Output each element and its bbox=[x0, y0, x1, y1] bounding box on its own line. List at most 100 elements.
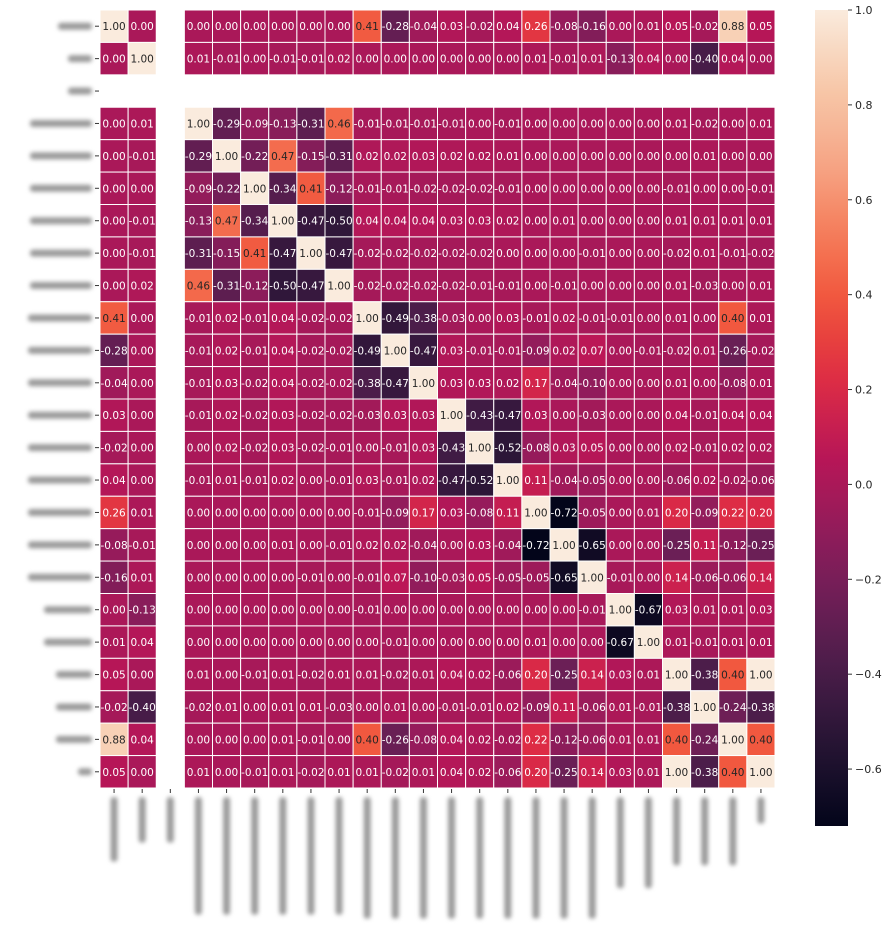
heatmap-cell bbox=[268, 495, 298, 530]
heatmap-cell bbox=[240, 41, 270, 76]
heatmap-cell bbox=[690, 366, 720, 400]
cell-value-label: 0.00 bbox=[271, 605, 294, 617]
heatmap-cell bbox=[437, 301, 467, 335]
cell-value-label: -0.02 bbox=[466, 248, 493, 260]
cell-value-label: -0.13 bbox=[185, 216, 212, 228]
cell-value-label: 0.00 bbox=[327, 637, 350, 649]
cell-value-label: 0.00 bbox=[440, 605, 463, 617]
cell-value-label: -0.02 bbox=[410, 183, 437, 195]
cell-value-label: -0.01 bbox=[185, 410, 212, 422]
heatmap-cell bbox=[493, 9, 523, 43]
heatmap-cell bbox=[493, 755, 523, 789]
cell-value-label: 0.02 bbox=[355, 540, 378, 552]
cell-value-label: 0.04 bbox=[721, 410, 745, 422]
cell-value-label: 0.00 bbox=[299, 540, 322, 552]
heatmap-cell bbox=[99, 495, 129, 530]
cell-value-label: -0.08 bbox=[100, 540, 127, 552]
heatmap-cell bbox=[549, 528, 579, 562]
heatmap-cell bbox=[127, 528, 157, 562]
cell-value-label: 0.00 bbox=[243, 702, 266, 714]
heatmap-cell bbox=[240, 398, 270, 432]
heatmap-cell bbox=[633, 463, 663, 497]
cell-value-label: 0.02 bbox=[468, 734, 491, 746]
heatmap-cell bbox=[493, 495, 523, 530]
cell-value-label: 1.00 bbox=[215, 151, 238, 163]
cell-value-label: 0.02 bbox=[496, 702, 519, 714]
heatmap-cell bbox=[296, 560, 326, 594]
row-label-blurred bbox=[56, 703, 92, 711]
heatmap-cell bbox=[465, 398, 495, 432]
heatmap-cell bbox=[127, 657, 157, 692]
cell-value-label: -0.34 bbox=[269, 183, 296, 195]
cell-value-label: -0.02 bbox=[382, 281, 409, 293]
cell-value-label: 0.00 bbox=[243, 637, 266, 649]
col-label-blurred bbox=[504, 797, 512, 919]
cell-value-label: 0.03 bbox=[102, 410, 125, 422]
cell-value-label: -0.02 bbox=[663, 345, 690, 357]
cell-value-label: -0.02 bbox=[297, 378, 324, 390]
heatmap-cell bbox=[549, 657, 579, 692]
heatmap-cell bbox=[240, 301, 270, 335]
cell-value-label: 0.11 bbox=[524, 475, 547, 487]
heatmap-cell bbox=[549, 366, 579, 400]
heatmap-cell bbox=[746, 463, 776, 497]
colorbar-tick-label: 0.4 bbox=[855, 289, 873, 302]
row-label-blurred bbox=[30, 119, 92, 127]
heatmap-cell bbox=[268, 657, 298, 692]
col-label-blurred bbox=[251, 797, 259, 915]
cell-value-label: -0.02 bbox=[438, 281, 465, 293]
heatmap-cell bbox=[127, 430, 157, 465]
heatmap-cell bbox=[99, 755, 129, 789]
heatmap-cell bbox=[408, 301, 438, 335]
heatmap-cell bbox=[633, 657, 663, 692]
cell-value-label: -0.13 bbox=[129, 605, 156, 617]
cell-value-label: 0.01 bbox=[693, 151, 716, 163]
colorbar-tick-label: 0.0 bbox=[855, 478, 873, 491]
cell-value-label: 0.01 bbox=[384, 702, 407, 714]
col-label-blurred bbox=[588, 797, 596, 919]
cell-value-label: 0.00 bbox=[637, 281, 660, 293]
cell-value-label: 0.00 bbox=[524, 248, 547, 260]
cell-value-label: 0.01 bbox=[749, 378, 772, 390]
heatmap-cell bbox=[633, 690, 663, 724]
heatmap-cell bbox=[465, 625, 495, 659]
cell-value-label: 0.01 bbox=[187, 767, 210, 779]
cell-value-label: 1.00 bbox=[384, 345, 407, 357]
heatmap-cell bbox=[605, 171, 635, 205]
heatmap-cell bbox=[577, 366, 607, 400]
cell-value-label: -0.01 bbox=[466, 281, 493, 293]
cell-value-label: -0.06 bbox=[494, 767, 521, 779]
cell-value-label: -0.47 bbox=[297, 216, 324, 228]
row-label-blurred bbox=[68, 87, 92, 95]
cell-value-label: 0.00 bbox=[327, 572, 350, 584]
heatmap-cell bbox=[324, 657, 354, 692]
heatmap-cell bbox=[605, 301, 635, 335]
cell-value-label: 0.11 bbox=[693, 540, 716, 552]
cell-value-label: 0.00 bbox=[552, 183, 575, 195]
heatmap-cell bbox=[746, 268, 776, 303]
cell-value-label: -0.47 bbox=[325, 248, 352, 260]
heatmap-cell bbox=[437, 398, 467, 432]
heatmap-cell bbox=[577, 463, 607, 497]
cell-value-label: 0.01 bbox=[552, 216, 575, 228]
cell-value-label: -0.24 bbox=[719, 702, 746, 714]
cell-value-label: -0.02 bbox=[663, 248, 690, 260]
col-label-blurred bbox=[391, 797, 399, 919]
cell-value-label: 0.00 bbox=[496, 605, 519, 617]
cell-value-label: 0.00 bbox=[609, 345, 632, 357]
heatmap-cell bbox=[746, 41, 776, 76]
heatmap-cell bbox=[662, 722, 692, 757]
cell-value-label: 0.00 bbox=[355, 54, 378, 66]
cell-value-label: 0.00 bbox=[609, 21, 632, 33]
heatmap-cell bbox=[212, 398, 242, 432]
cell-value-label: 0.01 bbox=[187, 54, 210, 66]
cell-value-label: 1.00 bbox=[299, 248, 322, 260]
cell-value-label: 0.03 bbox=[609, 670, 632, 682]
cell-value-label: 0.00 bbox=[552, 605, 575, 617]
cell-value-label: -0.13 bbox=[269, 118, 296, 130]
heatmap-cell bbox=[408, 171, 438, 205]
heatmap-cell bbox=[746, 430, 776, 465]
cell-value-label: -0.04 bbox=[410, 21, 437, 33]
cell-value-label: 0.00 bbox=[749, 54, 772, 66]
